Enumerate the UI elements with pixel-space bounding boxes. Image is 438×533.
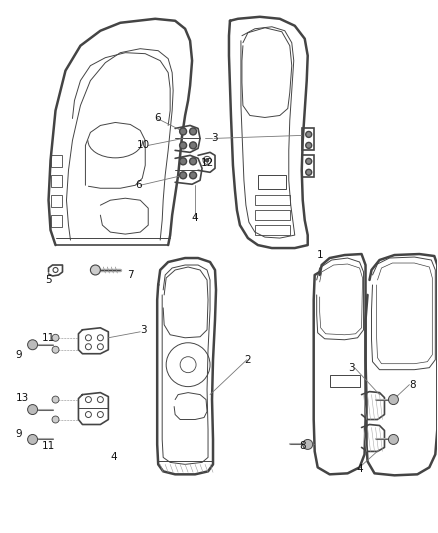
Circle shape	[389, 434, 399, 445]
Text: 8: 8	[300, 441, 306, 451]
Circle shape	[180, 158, 187, 165]
Circle shape	[306, 142, 312, 148]
Bar	[258, 175, 286, 189]
Text: 11: 11	[42, 441, 55, 451]
Text: 4: 4	[192, 213, 198, 223]
Text: 6: 6	[135, 180, 141, 190]
Circle shape	[180, 172, 187, 179]
Text: 3: 3	[140, 325, 147, 335]
Circle shape	[52, 334, 59, 341]
Text: 2: 2	[244, 354, 251, 365]
Text: 6: 6	[154, 114, 160, 124]
Text: 3: 3	[211, 133, 217, 143]
Circle shape	[28, 434, 38, 445]
Text: 8: 8	[409, 379, 416, 390]
Bar	[330, 375, 360, 386]
Bar	[255, 210, 290, 220]
Bar	[50, 195, 63, 207]
Circle shape	[28, 340, 38, 350]
Text: 9: 9	[15, 430, 22, 440]
Text: 12: 12	[201, 158, 214, 168]
Text: 1: 1	[316, 250, 323, 260]
Circle shape	[306, 169, 312, 175]
Bar	[50, 155, 63, 167]
Circle shape	[303, 439, 313, 449]
Bar	[50, 175, 63, 187]
Circle shape	[52, 396, 59, 403]
Circle shape	[190, 158, 197, 165]
Circle shape	[190, 172, 197, 179]
Circle shape	[52, 416, 59, 423]
Bar	[255, 195, 290, 205]
Text: 10: 10	[137, 140, 150, 150]
Circle shape	[190, 142, 197, 149]
Text: 11: 11	[42, 333, 55, 343]
Text: 7: 7	[127, 270, 134, 280]
Text: 4: 4	[110, 453, 117, 463]
Bar	[302, 128, 314, 150]
Bar	[50, 215, 63, 227]
Text: 4: 4	[356, 464, 363, 474]
Circle shape	[180, 128, 187, 135]
Circle shape	[205, 159, 208, 162]
Text: 9: 9	[15, 350, 22, 360]
Bar	[255, 225, 290, 235]
Circle shape	[28, 405, 38, 415]
Circle shape	[306, 132, 312, 138]
Circle shape	[52, 346, 59, 353]
Circle shape	[190, 128, 197, 135]
Circle shape	[389, 394, 399, 405]
Circle shape	[90, 265, 100, 275]
Circle shape	[180, 142, 187, 149]
Circle shape	[306, 158, 312, 164]
Bar	[302, 155, 314, 177]
Text: 5: 5	[45, 275, 52, 285]
Text: 3: 3	[348, 362, 355, 373]
Text: 13: 13	[16, 393, 29, 402]
